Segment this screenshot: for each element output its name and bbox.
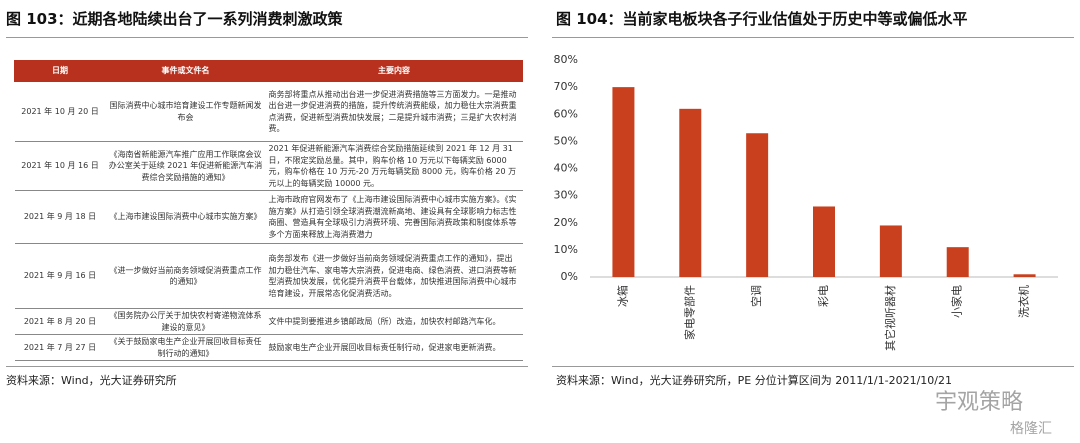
table-row: 2021 年 8 月 20 日《国务院办公厅关于加快农村寄递物流体系建设的意见》…: [14, 308, 523, 335]
table-row: 2021 年 10 月 20 日国际消费中心城市培育建设工作专题新闻发布会 商务部…: [14, 81, 523, 142]
x-tick-label: 冰箱: [615, 285, 629, 307]
x-tick-label: 家电零部件: [682, 285, 696, 340]
y-tick-label: 0%: [561, 270, 578, 283]
y-tick-label: 40%: [554, 162, 578, 175]
x-tick-label: 洗衣机: [1017, 285, 1031, 318]
watermark: 宇观策略: [935, 390, 1024, 415]
bar: [746, 133, 769, 277]
bar: [813, 206, 835, 277]
bar: [679, 108, 702, 277]
x-tick-label: 其它视听器材: [883, 285, 897, 351]
table-cell: 2021 年 8 月 20 日: [14, 308, 106, 335]
table-cell: 2021 年 10 月 20 日: [14, 81, 106, 142]
source-note: 资料来源：Wind，光大证券研究所: [6, 374, 177, 387]
table-cell: 《国务院办公厅关于加快农村寄递物流体系建设的意见》: [105, 308, 266, 335]
table-cell: 上海市政府官网发布了《上海市建设国际消费中心城市实施方案》。《实施方案》从打造引…: [265, 190, 523, 244]
table-cell: 《进一步做好当前商务领域促消费重点工作的通知》: [105, 243, 266, 309]
table-row: 2021 年 7 月 27 日《关于鼓励家电生产企业开展回收目标责任制行动的通知…: [14, 334, 523, 361]
table-cell: 《关于鼓励家电生产企业开展回收目标责任制行动的通知》: [105, 334, 266, 361]
table-cell: 《上海市建设国际消费中心城市实施方案》: [105, 190, 266, 244]
table-cell: 2021 年 9 月 18 日: [14, 190, 106, 244]
bar: [946, 247, 969, 277]
watermark: 格隆汇: [1010, 421, 1052, 437]
table-row: 2021 年 9 月 18 日《上海市建设国际消费中心城市实施方案》 上海市政府官…: [14, 190, 523, 244]
x-tick-label: 空调: [749, 285, 763, 307]
table-row: 2021 年 10 月 16 日《海南省新能源汽车推广应用工作联席会议办公室关于…: [14, 141, 523, 191]
source-note: 资料来源：Wind，光大证券研究所，PE 分位计算区间为 2011/1/1-20…: [556, 374, 952, 387]
table-cell: 2021 年 9 月 16 日: [14, 243, 106, 309]
bar: [879, 225, 902, 277]
table-cell: 2021 年促进新能源汽车消费综合奖励措施延续到 2021 年 12 月 31 …: [265, 141, 523, 191]
table-cell: 鼓励家电生产企业开展回收目标责任制行动，促进家电更新消费。: [265, 334, 523, 361]
source-rule: [6, 366, 528, 367]
chart-title: 图 104：当前家电板块各子行业估值处于历史中等或偏低水平: [556, 10, 968, 28]
table-cell: 2021 年 10 月 16 日: [14, 141, 106, 191]
title-rule: [6, 37, 528, 38]
bar: [1013, 274, 1036, 277]
y-tick-label: 70%: [554, 80, 578, 93]
table-cell: 商务部发布《进一步做好当前商务领域促消费重点工作的通知》，提出加力稳住汽车、家电…: [265, 243, 523, 309]
x-tick-label: 彩电: [817, 285, 830, 307]
table-cell: 国际消费中心城市培育建设工作专题新闻发布会: [105, 81, 266, 142]
y-tick-label: 20%: [554, 216, 578, 229]
left-title: 图 103：近期各地陆续出台了一系列消费刺激政策: [6, 10, 343, 28]
table-row: 2021 年 9 月 16 日《进一步做好当前商务领域促消费重点工作的通知》 商务…: [14, 243, 523, 309]
bar: [612, 87, 635, 277]
header-cell: 事件或文件名: [105, 60, 266, 82]
header-cell: 主要内容: [265, 60, 523, 82]
header-cell: 日期: [14, 60, 106, 82]
policy-table: 日期 事件或文件名 主要内容 2021 年 10 月 20 日国际消费中心城市培育建设…: [14, 60, 523, 361]
y-tick-label: 10%: [554, 243, 578, 256]
table-cell: 商务部将重点从推动出台进一步促进消费措施等三方面发力。一是推动出台进一步促进消费…: [265, 81, 523, 142]
y-tick-label: 80%: [554, 53, 578, 66]
y-tick-label: 60%: [554, 107, 578, 120]
x-tick-label: 小家电: [950, 285, 964, 318]
y-tick-label: 30%: [554, 189, 578, 202]
table-cell: 文件中提到要推进乡镇邮政局（所）改造，加快农村邮路汽车化。: [265, 308, 523, 335]
y-tick-label: 50%: [554, 134, 578, 147]
table-cell: 2021 年 7 月 27 日: [14, 334, 106, 361]
table-cell: 《海南省新能源汽车推广应用工作联席会议办公室关于延续 2021 年促进新能源汽车…: [105, 141, 266, 191]
source-rule: [552, 366, 1074, 367]
title-rule: [552, 37, 1074, 38]
